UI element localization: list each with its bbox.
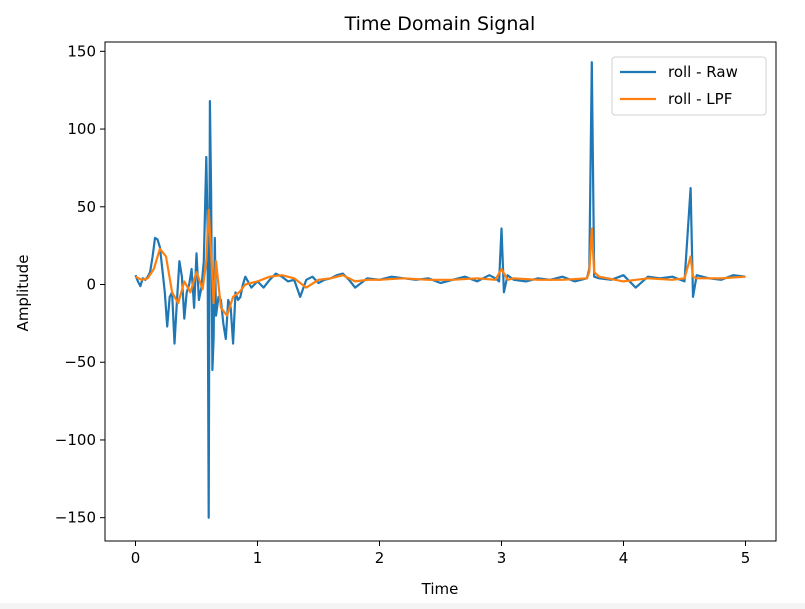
x-axis-label: Time <box>421 580 459 598</box>
y-tick-label: −150 <box>55 509 96 527</box>
x-tick-label: 4 <box>619 549 629 567</box>
series-lines <box>134 61 746 519</box>
series-line-raw <box>134 61 746 519</box>
axes: 0 1 2 3 4 5 −150 −100 −50 0 50 100 150 <box>55 41 777 567</box>
y-axis-label: Amplitude <box>14 255 32 332</box>
legend-label: roll - Raw <box>668 63 738 81</box>
x-tick-label: 3 <box>497 549 507 567</box>
y-tick-label: 0 <box>86 276 96 294</box>
x-tick-label: 1 <box>253 549 263 567</box>
axes-frame <box>104 41 777 542</box>
y-tick-label: −100 <box>55 431 96 449</box>
y-tick-label: 150 <box>67 42 96 60</box>
legend-label: roll - LPF <box>668 90 732 108</box>
x-tick-label: 2 <box>375 549 385 567</box>
y-tick-label: 50 <box>77 198 96 216</box>
plot-area <box>134 61 746 519</box>
x-tick-label: 5 <box>741 549 751 567</box>
chart-title: Time Domain Signal <box>344 13 536 35</box>
y-tick-label: −50 <box>64 353 96 371</box>
footer-strip <box>0 603 805 609</box>
legend: roll - Raw roll - LPF <box>611 56 767 116</box>
y-tick-label: 100 <box>67 120 96 138</box>
x-tick-label: 0 <box>131 549 141 567</box>
series-line-lpf <box>135 208 746 317</box>
